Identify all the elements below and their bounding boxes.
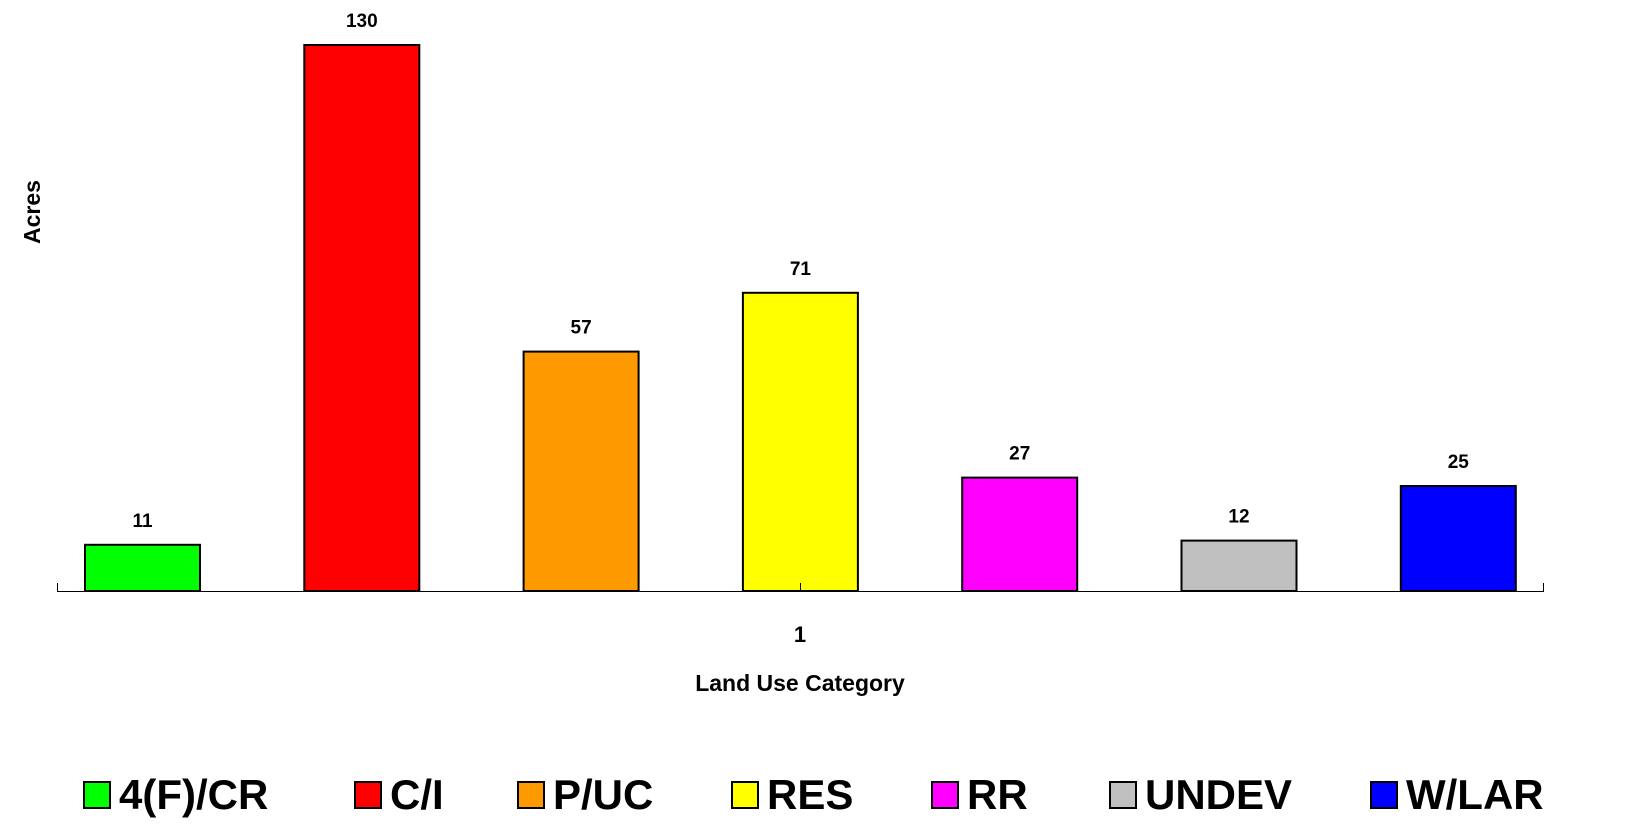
bar-undev <box>1180 539 1298 592</box>
bar-w-lar <box>1399 485 1517 592</box>
legend-item: W/LAR <box>1370 770 1544 820</box>
x-axis-title: Land Use Category <box>695 670 905 696</box>
bar-value-label: 11 <box>132 511 153 532</box>
legend-swatch <box>83 781 111 809</box>
bar-value-label: 130 <box>346 11 378 32</box>
legend-item: UNDEV <box>1109 770 1292 820</box>
legend-swatch <box>931 781 959 809</box>
x-tick-label: 1 <box>794 622 806 647</box>
bar-value-label: 71 <box>790 259 812 280</box>
legend-label: C/I <box>390 771 444 818</box>
bar-value-label: 27 <box>1009 444 1030 465</box>
legend-swatch <box>354 781 382 809</box>
bar-value-label: 57 <box>571 318 592 339</box>
legend-label: P/UC <box>553 771 654 818</box>
legend-item: RES <box>731 770 853 820</box>
legend-swatch <box>731 781 759 809</box>
bar-value-label: 12 <box>1228 507 1249 528</box>
data-labels-group: 11 130 57 71 27 12 25 <box>132 11 1469 532</box>
legend-label: RR <box>967 771 1028 818</box>
legend-label: 4(F)/CR <box>119 771 269 818</box>
legend-item: RR <box>931 770 1028 820</box>
legend: 4(F)/CR C/I P/UC RES RR UNDEV W/LAR <box>0 770 1652 820</box>
legend-swatch <box>1109 781 1137 809</box>
bar-rr <box>961 476 1079 593</box>
legend-item: 4(F)/CR <box>83 770 268 820</box>
legend-label: RES <box>767 771 854 818</box>
bar-value-label: 25 <box>1448 452 1470 473</box>
bars-group <box>84 44 1517 593</box>
legend-item: C/I <box>354 770 444 820</box>
bar-res <box>741 291 859 592</box>
bar-p-uc <box>522 350 640 592</box>
bar-4-f-cr <box>84 543 201 592</box>
bar-c-i <box>303 44 421 592</box>
legend-item: P/UC <box>517 770 653 820</box>
legend-label: UNDEV <box>1145 771 1293 818</box>
y-axis-title: Acres <box>19 180 45 244</box>
legend-label: W/LAR <box>1406 771 1544 818</box>
legend-swatch <box>1370 781 1398 809</box>
legend-swatch <box>517 781 545 809</box>
